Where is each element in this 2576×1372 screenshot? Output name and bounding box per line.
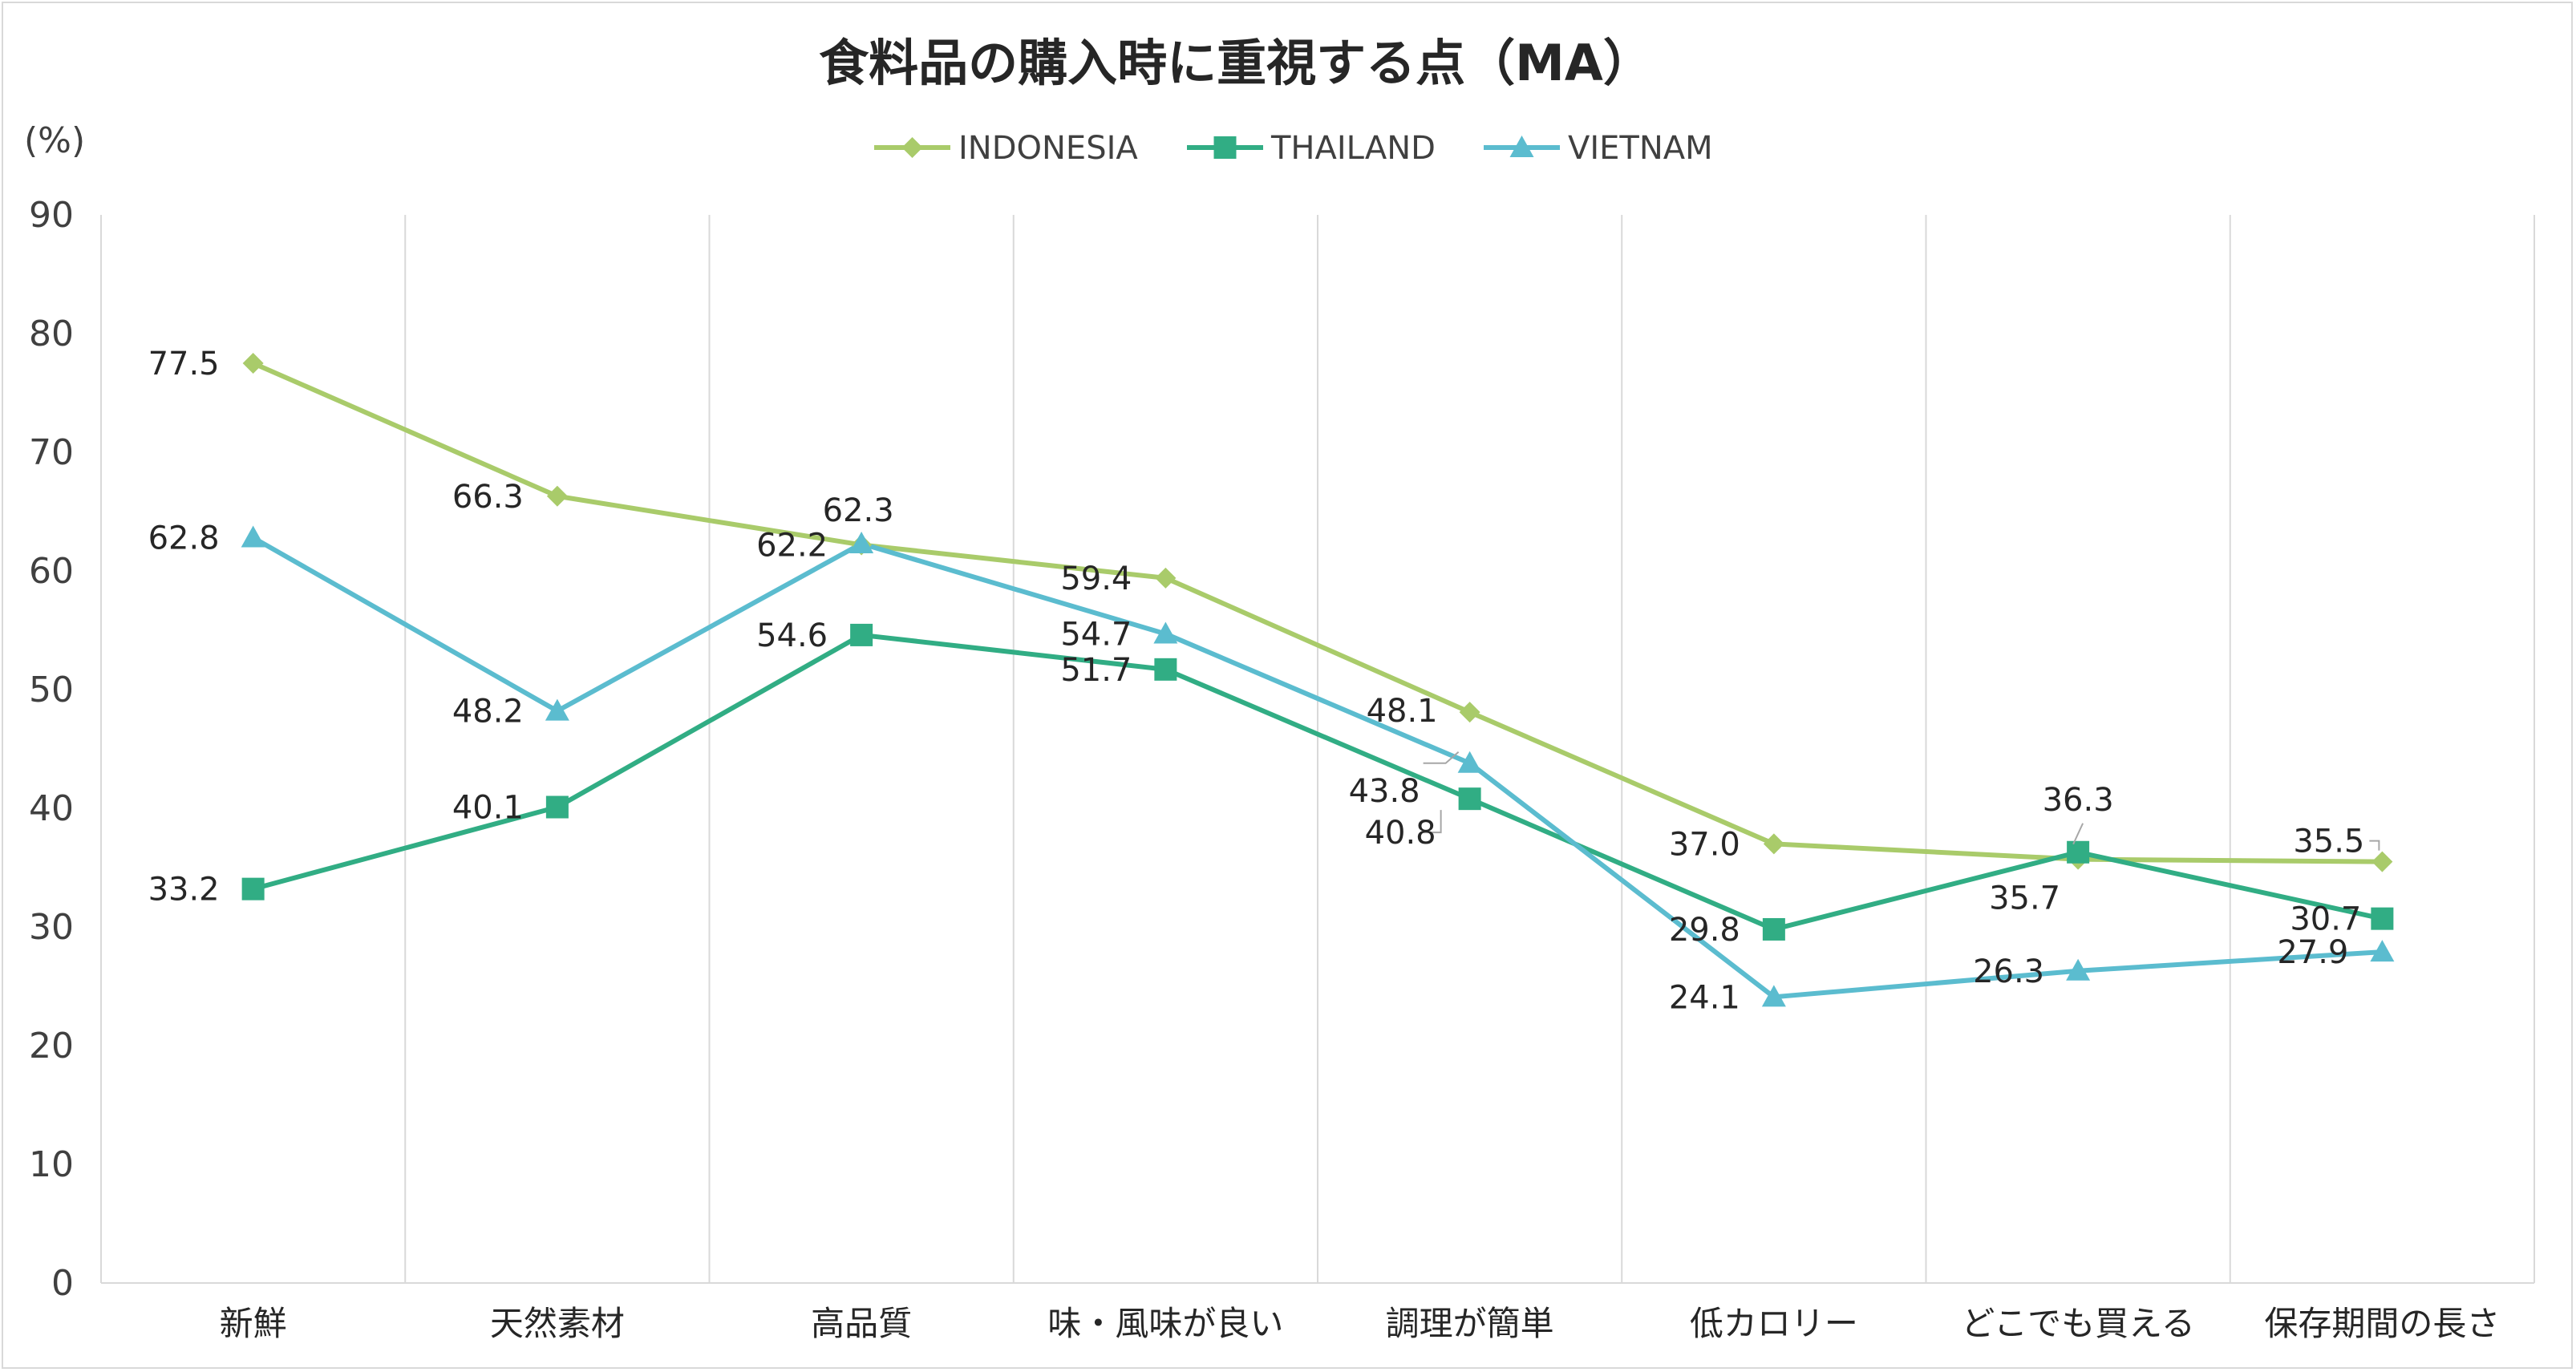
y-tick-label: 80 <box>29 314 74 354</box>
data-point-thailand <box>850 623 873 646</box>
x-tick-label: 保存期間の長さ <box>2264 1304 2500 1343</box>
x-tick-label: 新鮮 <box>220 1304 287 1343</box>
data-point-vietnam <box>1457 751 1482 773</box>
series-line-vietnam <box>252 535 2383 1000</box>
label-leader-lines <box>1423 751 2380 851</box>
x-tick-label: 高品質 <box>811 1304 912 1343</box>
data-point-indonesia <box>1763 833 1784 855</box>
y-tick-label: 50 <box>29 670 74 710</box>
data-point-thailand <box>1762 917 1785 941</box>
series-lines <box>252 361 2384 1000</box>
y-tick-label: 20 <box>29 1026 74 1066</box>
x-axis-ticks: 新鮮 天然素材 高品質 味・風味が良い 調理が簡単 低カロリー どこでも買える 保存期間の長さ <box>220 1304 2501 1343</box>
y-tick-label: 30 <box>29 907 74 948</box>
data-point-vietnam <box>1761 985 1786 1007</box>
data-point-indonesia <box>242 353 264 374</box>
y-tick-label: 60 <box>29 551 74 592</box>
data-label-thailand: 33.2 <box>148 872 220 909</box>
data-label-vietnam: 54.7 <box>1060 616 1132 653</box>
data-point-vietnam <box>2066 958 2091 981</box>
data-point-indonesia <box>2371 851 2393 872</box>
series-line-indonesia <box>252 361 2383 864</box>
y-tick-label: 70 <box>29 432 74 473</box>
x-tick-label: 低カロリー <box>1690 1304 1858 1343</box>
x-tick-label: 天然素材 <box>490 1304 625 1343</box>
leader-line <box>2369 840 2380 851</box>
data-label-indonesia: 66.3 <box>452 479 524 516</box>
data-label-thailand: 40.8 <box>1365 815 1436 852</box>
data-point-indonesia <box>546 485 568 507</box>
data-label-indonesia: 59.4 <box>1060 561 1132 597</box>
data-label-vietnam: 26.3 <box>1973 953 2044 990</box>
data-label-indonesia: 35.5 <box>2293 824 2364 860</box>
leader-line <box>2072 823 2084 845</box>
gridlines <box>100 215 2535 1284</box>
data-point-thailand <box>1458 787 1481 811</box>
legend: INDONESIA THAILAND VIETNAM <box>874 130 1713 167</box>
data-label-indonesia: 37.0 <box>1669 826 1740 863</box>
data-label-vietnam: 48.2 <box>452 694 524 731</box>
data-label-thailand: 30.7 <box>2290 901 2361 938</box>
data-label-vietnam: 62.8 <box>148 520 220 557</box>
data-label-indonesia: 35.7 <box>1989 880 2060 917</box>
y-tick-label: 10 <box>29 1144 74 1185</box>
legend-label-indonesia: INDONESIA <box>958 130 1138 167</box>
chart-title: 食料品の購入時に重視する点（MA） <box>819 34 1653 92</box>
legend-marker-vietnam <box>1509 136 1534 157</box>
x-tick-label: どこでも買える <box>1961 1304 2194 1343</box>
legend-label-vietnam: VIETNAM <box>1568 130 1713 167</box>
data-label-vietnam: 27.9 <box>2277 934 2348 971</box>
legend-marker-indonesia <box>901 137 923 158</box>
data-label-indonesia: 77.5 <box>148 346 220 382</box>
data-point-thailand <box>545 795 569 819</box>
leader-line <box>1423 810 1442 834</box>
data-point-vietnam <box>1153 621 1178 644</box>
y-tick-label: 0 <box>51 1263 74 1304</box>
data-point-thailand <box>1154 658 1177 681</box>
y-tick-label: 40 <box>29 788 74 829</box>
data-point-indonesia <box>1155 567 1177 589</box>
data-label-thailand: 40.1 <box>452 790 524 827</box>
x-tick-label: 調理が簡単 <box>1386 1304 1554 1343</box>
data-label-vietnam: 43.8 <box>1349 773 1420 810</box>
data-label-thailand: 54.6 <box>756 617 828 654</box>
data-label-thailand: 51.7 <box>1060 652 1132 689</box>
data-label-vietnam: 24.1 <box>1669 979 1740 1016</box>
leader-line <box>1423 751 1460 764</box>
data-label-vietnam: 62.3 <box>823 492 894 529</box>
data-point-indonesia <box>1459 702 1480 723</box>
x-tick-label: 味・風味が良い <box>1047 1304 1283 1343</box>
data-point-vietnam <box>2370 940 2395 962</box>
data-point-thailand <box>241 877 265 901</box>
legend-label-thailand: THAILAND <box>1270 130 1436 167</box>
data-point-thailand <box>2067 840 2090 864</box>
data-labels: 77.5 66.3 62.2 59.4 48.1 37.0 35.7 35.5 33.2 40.1… <box>148 346 2365 1016</box>
data-point-thailand <box>2371 907 2394 930</box>
data-point-vietnam <box>241 525 265 548</box>
data-point-vietnam <box>545 698 569 721</box>
legend-marker-thailand <box>1213 136 1237 159</box>
data-point-vietnam <box>849 531 874 553</box>
series-line-thailand <box>252 632 2384 932</box>
data-label-indonesia: 62.2 <box>756 527 828 564</box>
data-label-indonesia: 48.1 <box>1367 693 1438 730</box>
series-markers <box>241 353 2395 1007</box>
y-axis-ticks: 0 10 20 30 40 50 60 70 80 90 <box>29 195 74 1304</box>
data-label-thailand: 29.8 <box>1669 912 1740 949</box>
data-label-thailand: 36.3 <box>2043 782 2114 819</box>
y-tick-label: 90 <box>29 195 74 236</box>
y-axis-unit: (%) <box>24 120 85 161</box>
